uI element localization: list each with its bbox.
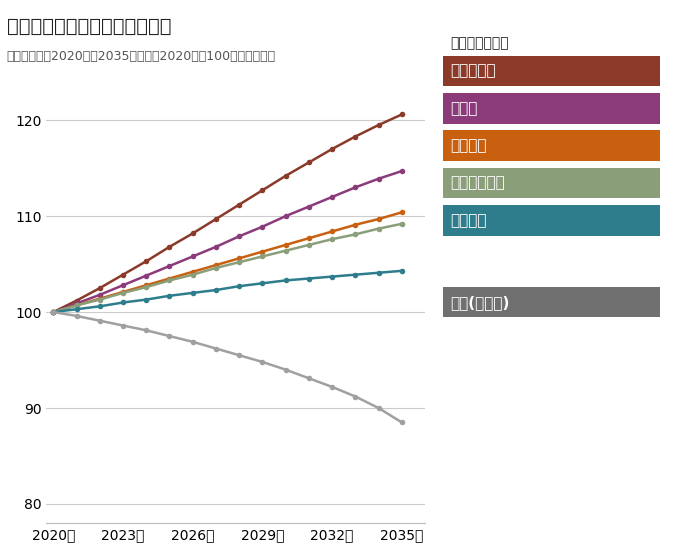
Text: 労働人口増加国の労働人口推移: 労働人口増加国の労働人口推移 [7,17,171,36]
Text: 年次、期間：2020年〜2035年予想、2020年＝100として指数化: 年次、期間：2020年〜2035年予想、2020年＝100として指数化 [7,50,276,63]
Text: ブラジル: ブラジル [450,213,487,228]
Text: 南アフリカ: 南アフリカ [450,63,496,79]
Text: インド: インド [450,101,477,116]
Text: 日本(ご参考): 日本(ご参考) [450,295,510,310]
Text: メキシコ: メキシコ [450,138,487,153]
Text: 労働人口増加国: 労働人口増加国 [450,36,509,50]
Text: インドネシア: インドネシア [450,175,505,190]
